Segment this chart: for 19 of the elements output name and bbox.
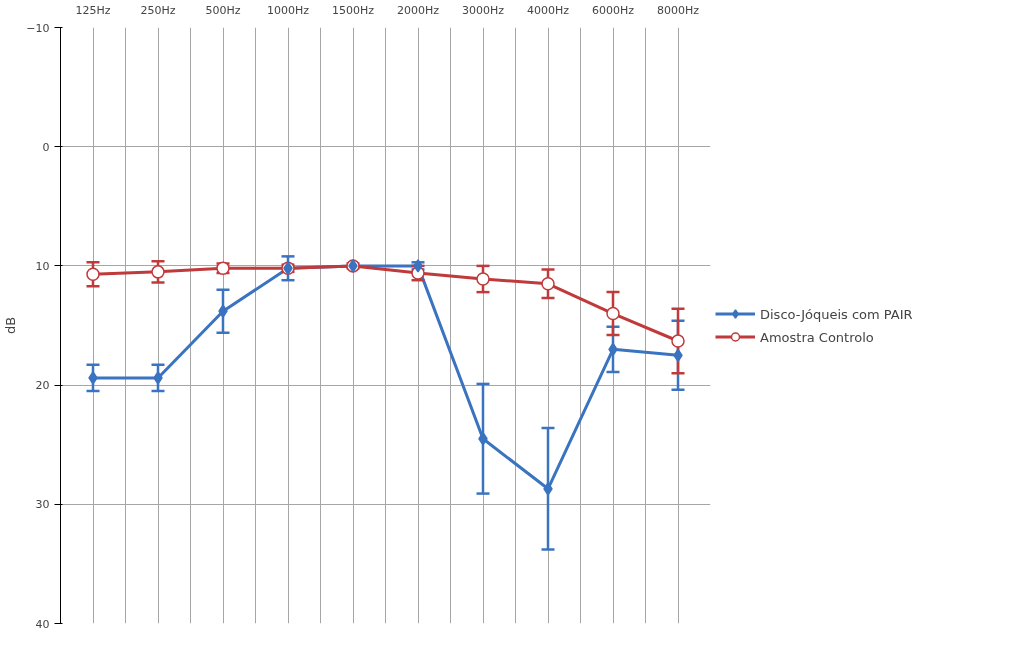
x-tick-label: 8000Hz (656, 3, 700, 17)
y-tick-label: 40 (35, 617, 50, 631)
x-tick-label: 250Hz (140, 3, 176, 17)
x-tick-label: 1000Hz (266, 3, 310, 17)
x-tick-label: 125Hz (75, 3, 111, 17)
y-tick-label: 30 (35, 498, 50, 512)
x-tick-label: 3000Hz (461, 3, 505, 17)
x-tick-label: 500Hz (205, 3, 241, 17)
x-tick-label: 6000Hz (591, 3, 635, 17)
y-tick-label: 20 (35, 379, 50, 393)
y-tick-label: −10 (26, 21, 50, 35)
y-axis-title: dB (3, 316, 19, 335)
x-tick-label: 4000Hz (526, 3, 570, 17)
legend-label: Amostra Controlo (760, 329, 874, 344)
x-tick-label: 2000Hz (396, 3, 440, 17)
x-tick-label: 1500Hz (331, 3, 375, 17)
y-tick-label: 0 (42, 140, 50, 154)
y-tick-label: 10 (35, 259, 50, 273)
legend-label: Disco-Jóqueis com PAIR (760, 306, 913, 321)
